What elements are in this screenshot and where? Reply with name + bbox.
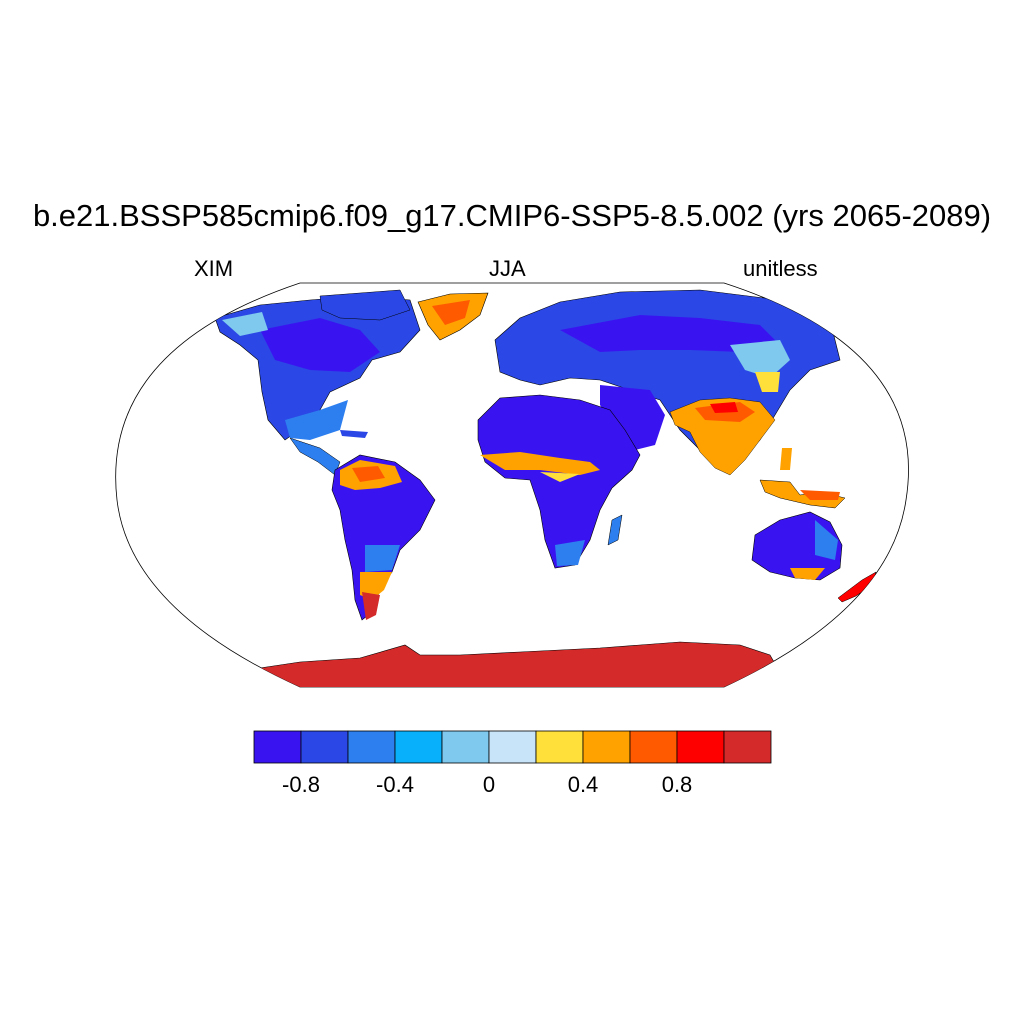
middle-east (600, 385, 665, 450)
colorbar-swatch (253, 730, 302, 764)
left-string: XIM (194, 256, 234, 281)
arctic-islands (319, 289, 411, 321)
right-string: unitless (743, 256, 818, 281)
plot-title: b.e21.BSSP585cmip6.f09_g17.CMIP6-SSP5-8.… (32, 198, 992, 233)
colorbar-tick-label: 0.4 (568, 772, 599, 797)
colorbar-tick-label: 0.8 (662, 772, 693, 797)
colorbar-swatch (488, 730, 537, 764)
colorbar-tick-label: -0.8 (282, 772, 320, 797)
patagonia (362, 592, 380, 620)
tibet-red (710, 402, 738, 413)
colorbar-swatch (300, 730, 349, 764)
sahel-warm (480, 452, 600, 475)
colorbar-swatch (629, 730, 678, 764)
center-string: JJA (489, 256, 526, 281)
canada-east (260, 318, 380, 372)
maritime-continent (759, 479, 846, 509)
southern-africa-light (555, 540, 585, 566)
caribbean-islands (340, 430, 368, 438)
us-southeast (285, 400, 348, 440)
australia-south-warm (790, 568, 825, 580)
alaska-coast (222, 312, 268, 336)
colorbar-tick-label: -0.4 (376, 772, 414, 797)
new-guinea (800, 490, 840, 500)
amazon-north-hot (352, 466, 385, 482)
colorbar-tick-label: 0 (483, 772, 495, 797)
colorbar-swatch (441, 730, 490, 764)
colorbar-swatch (347, 730, 396, 764)
east-asia-light (730, 340, 790, 378)
land-fill-layer (214, 289, 877, 687)
philippines (780, 448, 792, 470)
colorbar-swatch (676, 730, 725, 764)
australia-east-light (815, 520, 838, 560)
china-yellow (755, 372, 780, 392)
colorbar-swatch (582, 730, 631, 764)
colorbar-swatch (394, 730, 443, 764)
antarctica (239, 641, 791, 687)
greenland-interior (432, 300, 470, 325)
sahel-light (540, 472, 580, 482)
south-america-mid (365, 545, 400, 572)
colorbar: -0.8 -0.4 0 0.4 0.8 (253, 730, 772, 797)
south-asia-warm (669, 397, 776, 476)
siberia-cold (560, 315, 780, 352)
madagascar (607, 514, 623, 546)
colorbar-swatch (723, 730, 772, 764)
colorbar-swatch (535, 730, 584, 764)
